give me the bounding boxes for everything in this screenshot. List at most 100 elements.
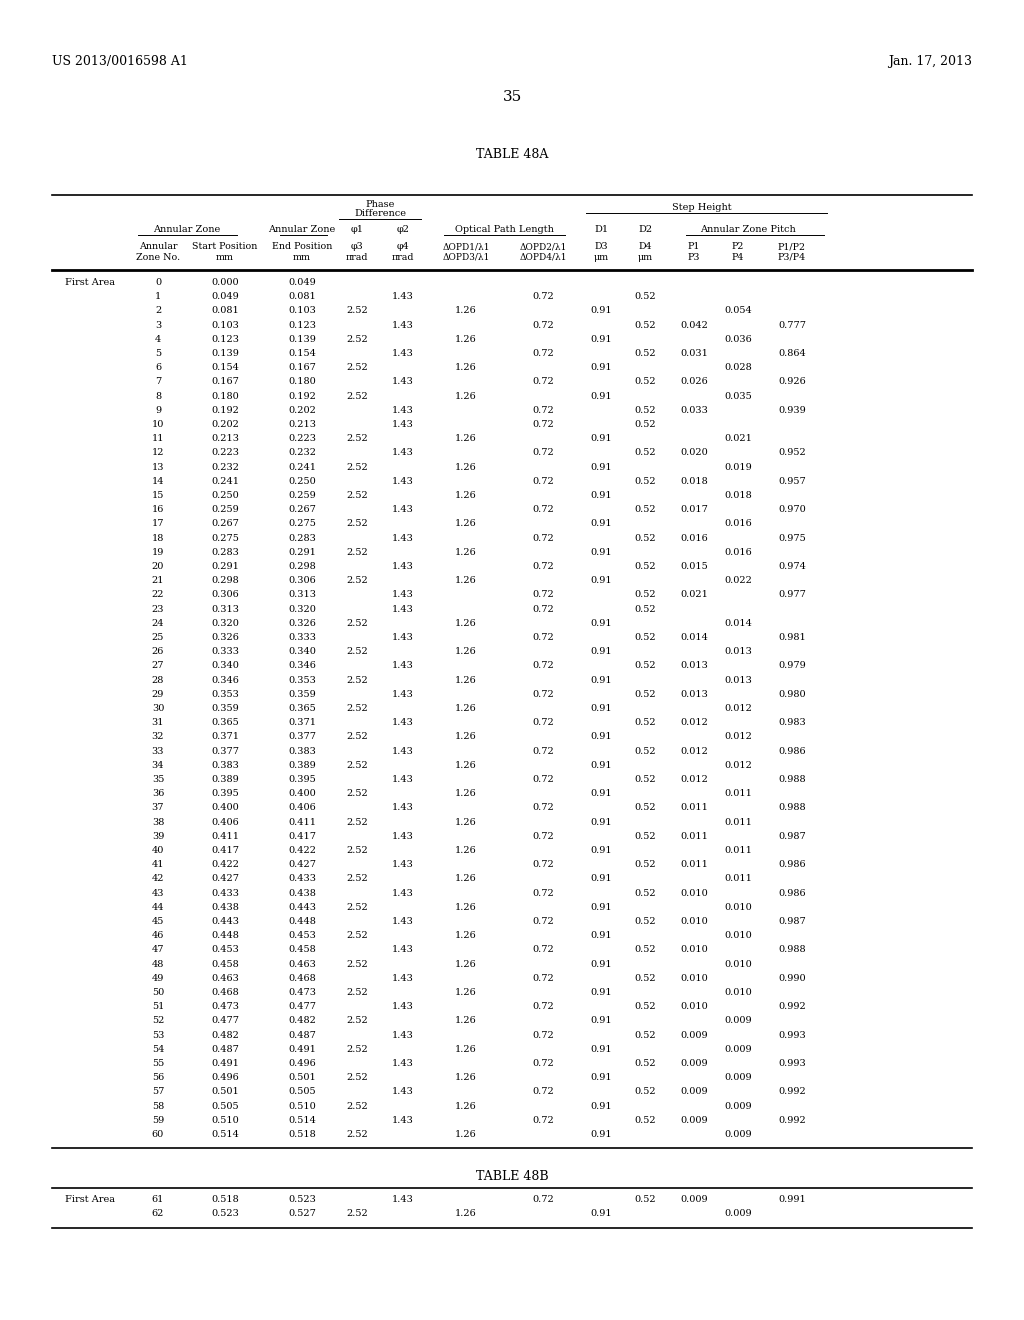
Text: 0.333: 0.333 — [211, 647, 239, 656]
Text: 0.383: 0.383 — [288, 747, 316, 755]
Text: 1.26: 1.26 — [455, 1016, 477, 1026]
Text: 2.52: 2.52 — [346, 733, 368, 742]
Text: Annular
Zone No.: Annular Zone No. — [136, 242, 180, 261]
Text: Start Position
mm: Start Position mm — [193, 242, 258, 261]
Text: 1.26: 1.26 — [455, 619, 477, 628]
Text: 0.72: 0.72 — [532, 1002, 554, 1011]
Text: 0.010: 0.010 — [724, 931, 752, 940]
Text: 1.26: 1.26 — [455, 577, 477, 585]
Text: 0.72: 0.72 — [532, 420, 554, 429]
Text: 61: 61 — [152, 1195, 164, 1204]
Text: 0.986: 0.986 — [778, 747, 806, 755]
Text: 0.52: 0.52 — [634, 321, 655, 330]
Text: 0.91: 0.91 — [590, 676, 611, 685]
Text: 0.993: 0.993 — [778, 1059, 806, 1068]
Text: Phase: Phase — [366, 201, 394, 209]
Text: 0.259: 0.259 — [288, 491, 315, 500]
Text: 0.91: 0.91 — [590, 548, 611, 557]
Text: 0.180: 0.180 — [211, 392, 239, 400]
Text: 0.275: 0.275 — [288, 519, 316, 528]
Text: 0.232: 0.232 — [288, 449, 316, 458]
Text: 0.523: 0.523 — [211, 1209, 239, 1218]
Text: 13: 13 — [152, 462, 164, 471]
Text: 0.154: 0.154 — [288, 348, 316, 358]
Text: 0.313: 0.313 — [288, 590, 316, 599]
Text: 28: 28 — [152, 676, 164, 685]
Text: 0.438: 0.438 — [211, 903, 239, 912]
Text: 1.43: 1.43 — [392, 405, 414, 414]
Text: 15: 15 — [152, 491, 164, 500]
Text: 0.72: 0.72 — [532, 506, 554, 515]
Text: 1.26: 1.26 — [455, 760, 477, 770]
Text: 1.26: 1.26 — [455, 874, 477, 883]
Text: 0.72: 0.72 — [532, 477, 554, 486]
Text: 0.011: 0.011 — [724, 846, 752, 855]
Text: 0.72: 0.72 — [532, 747, 554, 755]
Text: 0.91: 0.91 — [590, 1016, 611, 1026]
Text: Jan. 17, 2013: Jan. 17, 2013 — [888, 55, 972, 69]
Text: 2.52: 2.52 — [346, 846, 368, 855]
Text: 0.91: 0.91 — [590, 462, 611, 471]
Text: 0.981: 0.981 — [778, 634, 806, 642]
Text: 35: 35 — [503, 90, 521, 104]
Text: 1.43: 1.43 — [392, 1031, 414, 1040]
Text: 0.026: 0.026 — [680, 378, 708, 387]
Text: 0.52: 0.52 — [634, 292, 655, 301]
Text: 1.43: 1.43 — [392, 974, 414, 983]
Text: 0.52: 0.52 — [634, 1059, 655, 1068]
Text: 0.491: 0.491 — [211, 1059, 239, 1068]
Text: 0.52: 0.52 — [634, 449, 655, 458]
Text: 0.081: 0.081 — [211, 306, 239, 315]
Text: 0.91: 0.91 — [590, 335, 611, 343]
Text: 0.505: 0.505 — [288, 1088, 315, 1097]
Text: 0.359: 0.359 — [211, 704, 239, 713]
Text: 2.52: 2.52 — [346, 760, 368, 770]
Text: 1.26: 1.26 — [455, 491, 477, 500]
Text: 0.52: 0.52 — [634, 747, 655, 755]
Text: 2.52: 2.52 — [346, 306, 368, 315]
Text: 0.011: 0.011 — [724, 789, 752, 799]
Text: 27: 27 — [152, 661, 164, 671]
Text: 1.26: 1.26 — [455, 1209, 477, 1218]
Text: 19: 19 — [152, 548, 164, 557]
Text: 0.306: 0.306 — [211, 590, 239, 599]
Text: 0.333: 0.333 — [288, 634, 316, 642]
Text: 40: 40 — [152, 846, 164, 855]
Text: 0.241: 0.241 — [288, 462, 316, 471]
Text: 0.91: 0.91 — [590, 760, 611, 770]
Text: 2: 2 — [155, 306, 161, 315]
Text: 0.009: 0.009 — [680, 1031, 708, 1040]
Text: 0.72: 0.72 — [532, 321, 554, 330]
Text: 0.72: 0.72 — [532, 775, 554, 784]
Text: 7: 7 — [155, 378, 161, 387]
Text: 8: 8 — [155, 392, 161, 400]
Text: 1.43: 1.43 — [392, 945, 414, 954]
Text: 1.26: 1.26 — [455, 789, 477, 799]
Text: 1.43: 1.43 — [392, 1088, 414, 1097]
Text: 0.52: 0.52 — [634, 804, 655, 812]
Text: D4
μm: D4 μm — [637, 242, 652, 261]
Text: 1.43: 1.43 — [392, 420, 414, 429]
Text: 2.52: 2.52 — [346, 676, 368, 685]
Text: 0.52: 0.52 — [634, 420, 655, 429]
Text: 4: 4 — [155, 335, 161, 343]
Text: 0.91: 0.91 — [590, 1073, 611, 1082]
Text: 0.91: 0.91 — [590, 874, 611, 883]
Text: 0.91: 0.91 — [590, 846, 611, 855]
Text: 0.013: 0.013 — [724, 647, 752, 656]
Text: 0.993: 0.993 — [778, 1031, 806, 1040]
Text: 52: 52 — [152, 1016, 164, 1026]
Text: 1.43: 1.43 — [392, 1195, 414, 1204]
Text: 0.514: 0.514 — [288, 1115, 316, 1125]
Text: 35: 35 — [152, 775, 164, 784]
Text: 1.43: 1.43 — [392, 690, 414, 698]
Text: 0.52: 0.52 — [634, 348, 655, 358]
Text: 0.983: 0.983 — [778, 718, 806, 727]
Text: 0.52: 0.52 — [634, 1088, 655, 1097]
Text: 0.448: 0.448 — [288, 917, 316, 927]
Text: 51: 51 — [152, 1002, 164, 1011]
Text: 0.010: 0.010 — [724, 987, 752, 997]
Text: 0.864: 0.864 — [778, 348, 806, 358]
Text: 2.52: 2.52 — [346, 462, 368, 471]
Text: 0.346: 0.346 — [211, 676, 239, 685]
